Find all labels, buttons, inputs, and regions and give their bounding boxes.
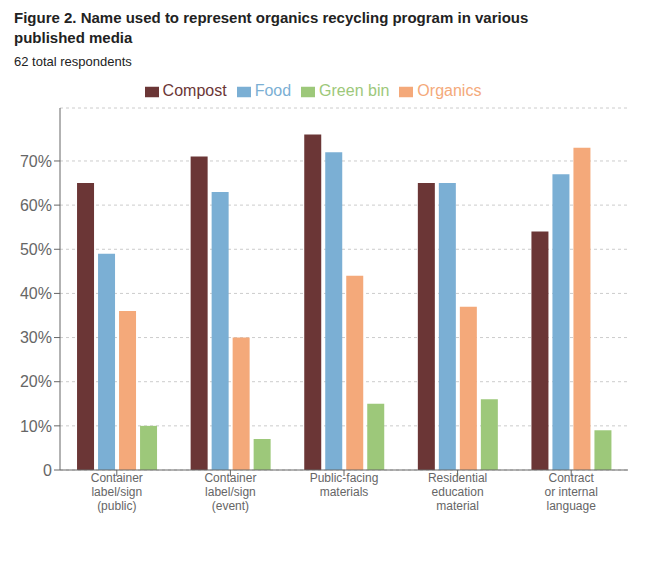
svg-text:30%: 30% — [20, 329, 52, 346]
svg-text:10%: 10% — [20, 418, 52, 435]
svg-text:Containerlabel/sign(public): Containerlabel/sign(public) — [91, 471, 143, 513]
html-text:Green bin: Green bin — [319, 82, 390, 99]
html-text:Organics: Organics — [417, 82, 482, 99]
html-text:published media: published media — [14, 29, 133, 46]
html-text:Food: Food — [254, 82, 292, 99]
svg-text:20%: 20% — [20, 373, 52, 390]
svg-text:Public-facingmaterials: Public-facingmaterials — [310, 471, 379, 499]
svg-text:70%: 70% — [20, 153, 52, 170]
svg-text:Residentialeducationmaterial: Residentialeducationmaterial — [428, 471, 487, 513]
svg-text:40%: 40% — [20, 285, 52, 302]
html-text:62 total respondents: 62 total respondents — [14, 54, 132, 69]
svg-text:50%: 50% — [20, 241, 52, 258]
html-text:Compost: Compost — [162, 82, 227, 99]
svg-text:0: 0 — [43, 462, 52, 479]
svg-text:60%: 60% — [20, 197, 52, 214]
svg-text:Containerlabel/sign(event): Containerlabel/sign(event) — [204, 471, 256, 513]
svg-text:Contractor internallanguage: Contractor internallanguage — [545, 471, 598, 513]
html-text:Figure 2. Name used to represe: Figure 2. Name used to represent organic… — [14, 9, 529, 26]
